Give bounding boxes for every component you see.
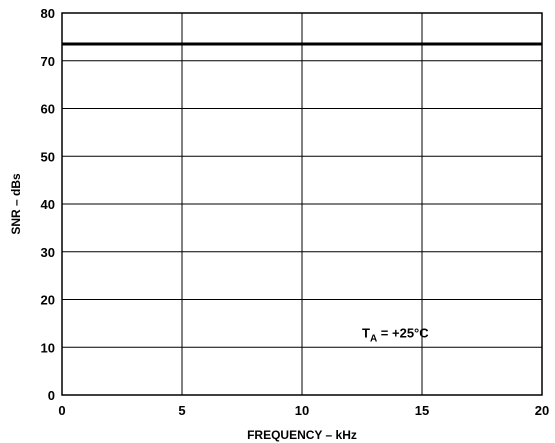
- y-tick-labels: 0 10 20 30 40 50 60 70 80: [41, 6, 55, 403]
- x-axis-label: FREQUENCY – kHz: [247, 428, 357, 442]
- y-tick-label-4: 40: [41, 197, 55, 212]
- x-tick-label-4: 20: [535, 403, 549, 418]
- temperature-annotation: TA = +25°C: [362, 326, 429, 345]
- annotation-subscript: A: [370, 334, 377, 345]
- y-tick-label-6: 60: [41, 102, 55, 117]
- y-tick-label-5: 50: [41, 149, 55, 164]
- y-tick-label-3: 30: [41, 245, 55, 260]
- x-tick-label-3: 15: [415, 403, 429, 418]
- y-tick-label-7: 70: [41, 54, 55, 69]
- annotation-prefix: T: [362, 326, 370, 341]
- x-tick-label-0: 0: [58, 403, 65, 418]
- plot-frame: [61, 12, 543, 396]
- annotation-suffix: = +25°C: [377, 326, 429, 341]
- x-tick-labels: 0 5 10 15 20: [58, 403, 549, 418]
- grid-lines: [61, 12, 543, 396]
- x-tick-label-1: 5: [178, 403, 185, 418]
- y-tick-label-0: 0: [48, 388, 55, 403]
- y-tick-label-1: 10: [41, 340, 55, 355]
- y-axis-label: SNR – dBs: [9, 173, 23, 235]
- y-tick-label-2: 20: [41, 293, 55, 308]
- y-tick-label-8: 80: [41, 6, 55, 21]
- x-tick-label-2: 10: [295, 403, 309, 418]
